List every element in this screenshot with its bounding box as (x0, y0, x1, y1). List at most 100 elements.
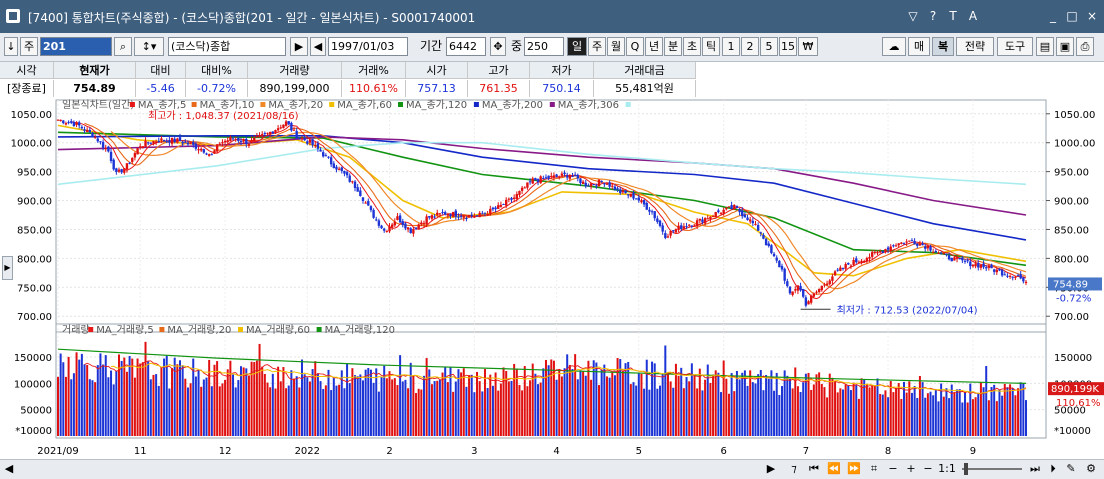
volume-ma-line (84, 360, 1027, 395)
scroll-left-icon[interactable]: ◀ (4, 462, 14, 475)
interval-5-button[interactable]: 5 (760, 37, 778, 56)
time-tick-label: 6 (720, 446, 726, 457)
market-name-field[interactable]: (코스닥)종합 (168, 37, 286, 56)
last-icon[interactable]: ⏭ (1030, 462, 1040, 475)
interval-15-button[interactable]: 15 (779, 37, 797, 56)
strategy-button[interactable]: 전략 (956, 37, 994, 56)
prev-icon[interactable]: ◀ (310, 37, 326, 56)
interval-second-button[interactable]: 초 (683, 37, 701, 56)
volume-bar (346, 363, 349, 436)
volume-bar (420, 389, 423, 436)
volume-bar (611, 372, 614, 436)
zoom-ratio[interactable]: 1:1 (938, 462, 956, 475)
candle-body (995, 269, 999, 273)
price-tick-label-left: 850.00 (17, 225, 52, 236)
chart-area[interactable]: 1050.00 1050.00 1000.00 1000.00 950.00 950.00… (0, 98, 1104, 460)
candle-body (332, 163, 336, 169)
period-icon[interactable]: ⁊ (791, 462, 797, 475)
spin-icon[interactable]: ✥ (490, 37, 506, 56)
count-input[interactable]: 250 (524, 37, 564, 56)
volume-bar (969, 383, 972, 436)
tools-button[interactable]: 도구 (997, 37, 1033, 56)
volume-bar (163, 358, 166, 436)
volume-bar (956, 389, 959, 436)
interval-day-button[interactable]: 일 (567, 37, 587, 56)
candle-body (669, 230, 672, 236)
candle-body (377, 220, 381, 226)
minimize-button[interactable]: _ (1050, 9, 1056, 23)
interval-week-button[interactable]: 주 (588, 37, 606, 56)
toggle-button[interactable]: T (949, 9, 957, 23)
settings-icon[interactable]: ⚙ (1086, 462, 1096, 475)
folder-icon[interactable]: ▤ (1036, 37, 1054, 56)
volume-bar (237, 380, 240, 436)
bottom-scrollbar[interactable]: ◀ ▶ ⁊ ⏮ ⏪ ⏩ ⌗ − + − 1:1 ⏭ ⏵ ✎ ⚙ (0, 459, 1104, 479)
volume-bar (99, 353, 102, 436)
currency-button[interactable]: ₩ (798, 37, 818, 56)
code-input[interactable]: 201 (40, 37, 112, 56)
candle-body (918, 243, 922, 246)
chart-svg[interactable]: 1050.00 1050.00 1000.00 1000.00 950.00 950.00… (0, 98, 1104, 460)
candle-body (982, 263, 985, 268)
trade-button[interactable]: 매 (908, 37, 930, 56)
scroll-right-icon[interactable]: ▶ (766, 462, 776, 475)
end-icon[interactable]: ⏵ (1050, 462, 1056, 475)
maximize-button[interactable]: □ (1066, 9, 1078, 23)
edit-icon[interactable]: ✎ (1066, 462, 1076, 475)
play-icon[interactable]: ▶ (290, 37, 308, 56)
candle-body (820, 285, 823, 291)
interval-minute-button[interactable]: 분 (664, 37, 682, 56)
market-type-button[interactable]: 주 (20, 37, 38, 56)
interval-month-button[interactable]: 월 (607, 37, 625, 56)
start-date-input[interactable]: 1997/01/03 (328, 37, 408, 56)
interval-quarter-button[interactable]: Q (626, 37, 644, 56)
volume-bar (815, 374, 818, 436)
interval-1-button[interactable]: 1 (722, 37, 740, 56)
font-button[interactable]: A (968, 9, 978, 23)
print-icon[interactable]: ⎙ (1076, 37, 1094, 56)
candle-body (128, 162, 131, 164)
interval-year-button[interactable]: 년 (645, 37, 663, 56)
candle-body (226, 140, 229, 143)
candle-body (473, 216, 476, 218)
help-button[interactable]: ? (929, 9, 937, 23)
volume-bar (521, 390, 524, 436)
arrow-down-icon[interactable]: ↓ (4, 37, 18, 56)
interval-tick-button[interactable]: 틱 (702, 37, 720, 56)
pin-icon[interactable]: ▽ (908, 9, 918, 23)
zoom-area-icon[interactable]: ⌗ (870, 462, 878, 475)
period-input[interactable]: 6442 (446, 37, 486, 56)
panel-toggle-left[interactable]: ▶ (2, 256, 13, 280)
candle-body (687, 224, 691, 226)
candle-body (417, 224, 420, 229)
time-tick-label: 7 (803, 446, 809, 457)
fast-forward-icon[interactable]: ⏩ (847, 462, 861, 475)
interval-2-button[interactable]: 2 (741, 37, 759, 56)
save-icon[interactable]: ▣ (1056, 37, 1074, 56)
volume-bar (104, 355, 107, 436)
compound-button[interactable]: 복 (932, 37, 954, 56)
candle-body (454, 210, 458, 217)
search-icon[interactable]: ⌕ (114, 37, 132, 56)
sort-button[interactable]: ↕▾ (134, 37, 164, 56)
candle-body (780, 266, 784, 270)
volume-bar (494, 372, 497, 436)
close-button[interactable]: × (1086, 9, 1098, 23)
zoom-out-icon[interactable]: − (888, 462, 898, 475)
volume-bar (542, 368, 545, 436)
volume-bar (200, 386, 203, 436)
zoom-in-icon[interactable]: + (906, 462, 916, 475)
fast-back-icon[interactable]: ⏪ (827, 462, 841, 475)
candle-body (117, 169, 121, 172)
volume-bar (176, 364, 179, 436)
zoom-slider-thumb[interactable] (964, 463, 968, 475)
zoom-slider[interactable] (962, 468, 1022, 470)
zoom-minus-icon[interactable]: − (923, 462, 933, 475)
volume-bar (908, 381, 911, 436)
quote-change: -5.46 (136, 80, 186, 97)
candle-body (335, 166, 338, 170)
candle-body (929, 246, 932, 251)
volume-bar (605, 376, 608, 436)
cloud-icon[interactable]: ☁ (882, 37, 906, 56)
first-icon[interactable]: ⏮ (809, 462, 819, 475)
